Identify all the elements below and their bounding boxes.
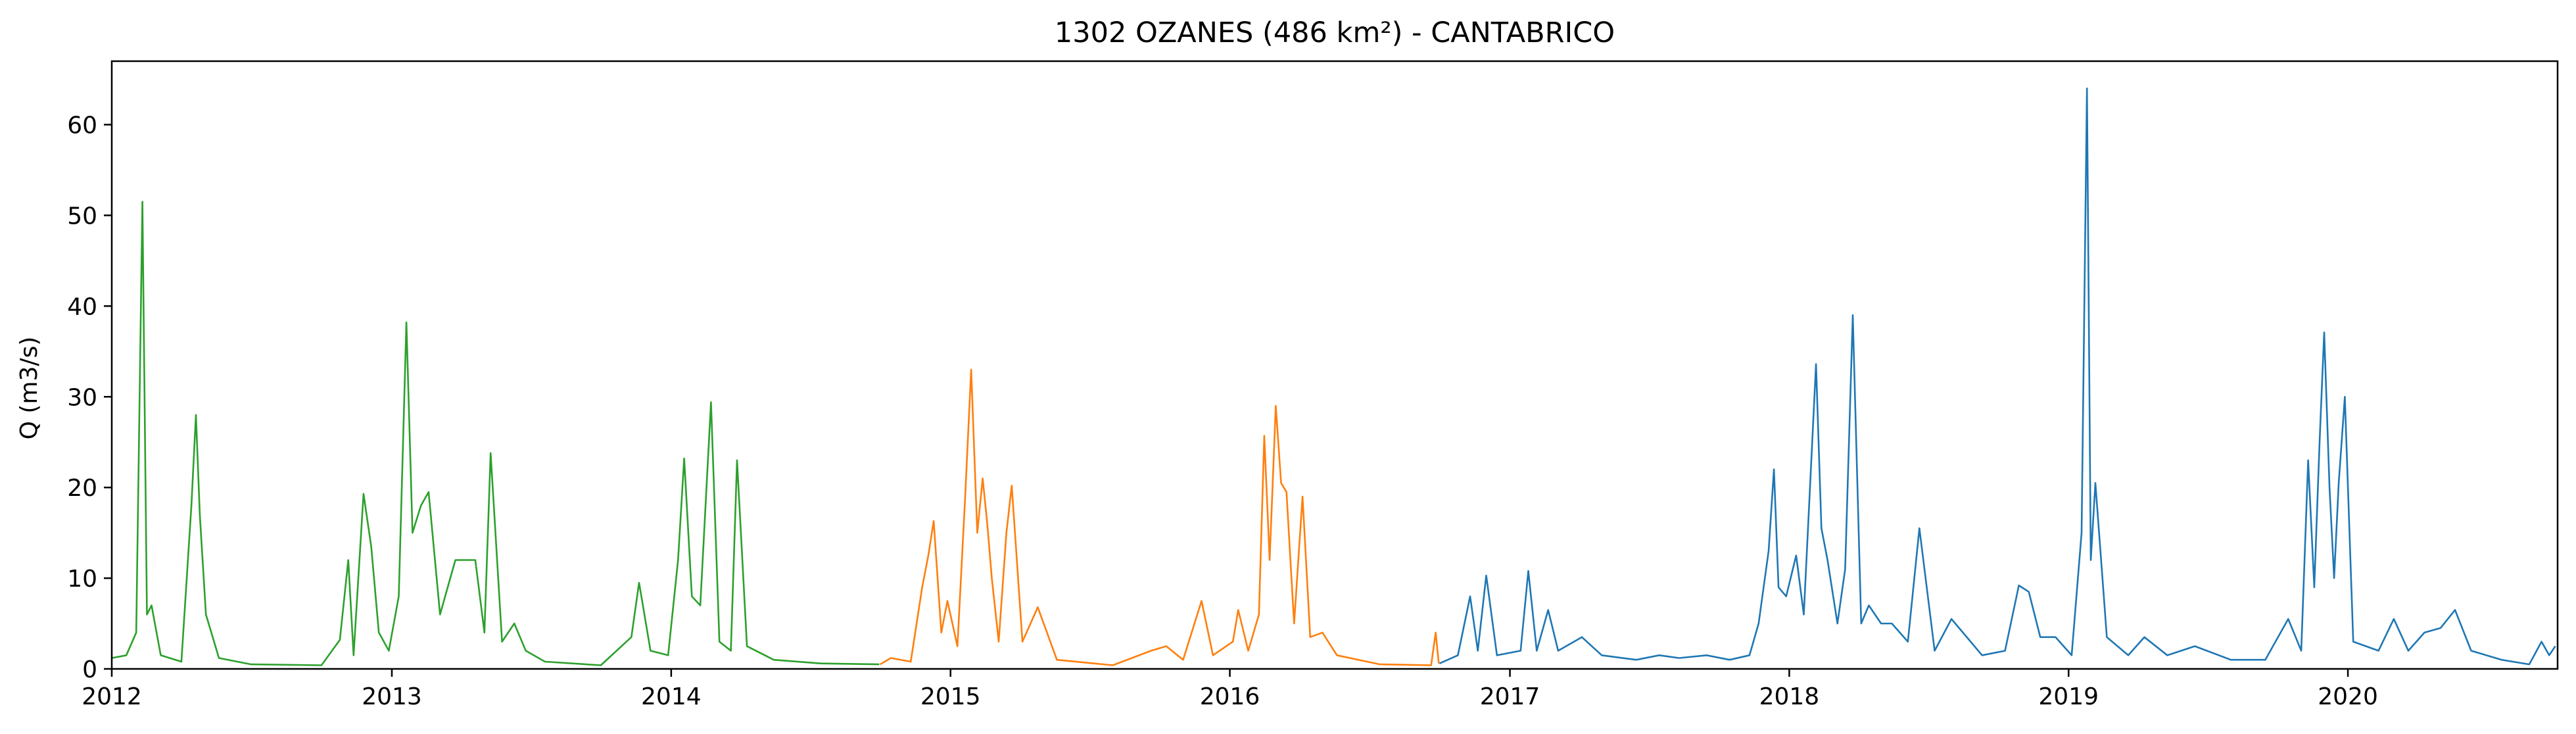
y-tick-label: 20 <box>67 475 97 502</box>
plot-frame <box>110 60 2559 670</box>
x-tick-label: 2019 <box>2038 683 2099 710</box>
y-tick-label: 30 <box>67 384 97 411</box>
y-tick-label: 10 <box>67 566 97 593</box>
chart-title: 1302 OZANES (486 km²) - CANTABRICO <box>1055 16 1615 49</box>
x-tick-label: 2016 <box>1200 683 1260 710</box>
y-axis: 0 10 20 30 40 50 60 <box>67 112 112 683</box>
x-tick-label: 2014 <box>641 683 702 710</box>
x-tick-label: 2018 <box>1759 683 1820 710</box>
series-line-2 <box>879 368 1440 666</box>
x-tick-label: 2015 <box>920 683 981 710</box>
x-tick-label: 2017 <box>1480 683 1540 710</box>
x-axis: 2012 2013 2014 2015 2016 2017 2018 2019 2020 <box>82 669 2378 710</box>
y-axis-label: Q (m3/s) <box>16 337 43 440</box>
series-layer <box>111 87 2556 666</box>
y-tick-label: 0 <box>82 656 97 683</box>
y-tick-label: 40 <box>67 293 97 320</box>
x-tick-label: 2020 <box>2318 683 2378 710</box>
x-tick-label: 2012 <box>82 683 142 710</box>
series-line-1 <box>111 201 880 666</box>
x-tick-label: 2013 <box>362 683 422 710</box>
y-tick-label: 50 <box>67 203 97 230</box>
y-tick-label: 60 <box>67 112 97 139</box>
series-line-3 <box>1439 87 2556 666</box>
